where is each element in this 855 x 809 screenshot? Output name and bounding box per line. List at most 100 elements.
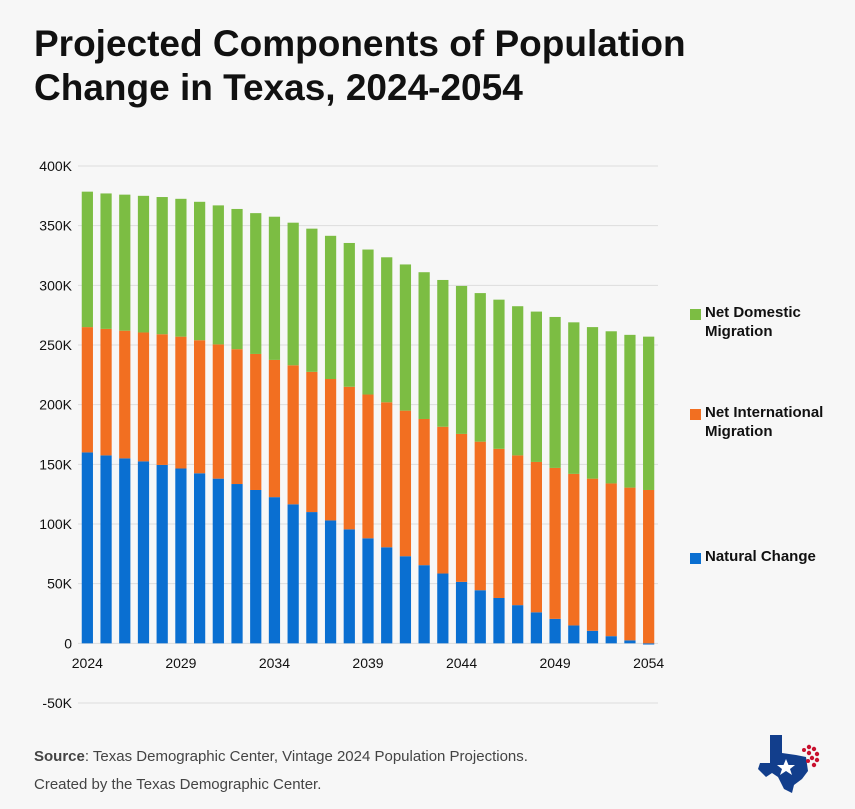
bar-net-international-migration: [643, 489, 655, 644]
bar-net-international-migration: [549, 467, 561, 619]
bar-net-international-migration: [306, 371, 318, 513]
y-tick-label: 250K: [39, 337, 72, 353]
source-note: Source: Texas Demographic Center, Vintag…: [34, 748, 528, 765]
bar-net-international-migration: [530, 461, 542, 613]
legend-swatch-net-international: [690, 409, 701, 420]
bar-net-domestic-migration: [287, 222, 299, 366]
bar-net-domestic-migration: [362, 249, 374, 395]
bar-net-international-migration: [399, 410, 412, 557]
bar-net-domestic-migration: [250, 213, 262, 354]
bar-net-international-migration: [324, 379, 337, 521]
y-tick-label: 100K: [39, 516, 72, 532]
bar-net-domestic-migration: [268, 216, 281, 360]
bar-natural-change: [605, 636, 617, 644]
bar-natural-change: [137, 461, 150, 644]
bar-natural-change: [362, 538, 374, 644]
bar-natural-change: [81, 452, 93, 644]
bar-net-international-migration: [474, 441, 486, 591]
y-tick-label: 200K: [39, 397, 72, 413]
bar-net-domestic-migration: [437, 279, 449, 427]
bar-net-international-migration: [418, 418, 430, 566]
bar-net-domestic-migration: [399, 264, 412, 411]
bar-natural-change: [156, 464, 168, 644]
bar-natural-change: [399, 556, 412, 644]
x-tick-label: 2039: [352, 655, 383, 671]
bar-net-domestic-migration: [455, 285, 468, 434]
texas-demographic-center-logo: [758, 735, 820, 793]
x-tick-label: 2049: [540, 655, 571, 671]
bar-net-international-migration: [231, 349, 243, 485]
bar-net-international-migration: [343, 386, 355, 530]
bar-net-domestic-migration: [605, 331, 617, 484]
bar-net-domestic-migration: [137, 195, 150, 333]
bar-natural-change: [530, 612, 542, 644]
x-tick-label: 2044: [446, 655, 477, 671]
y-tick-label: -50K: [42, 695, 72, 711]
bar-net-domestic-migration: [549, 316, 561, 468]
bar-net-domestic-migration: [194, 201, 206, 341]
bar-net-international-migration: [455, 433, 468, 582]
bar-net-international-migration: [119, 330, 131, 459]
bar-net-domestic-migration: [418, 272, 430, 419]
bar-natural-change: [437, 573, 449, 644]
bar-net-domestic-migration: [643, 336, 655, 490]
bar-net-domestic-migration: [324, 235, 337, 380]
bar-net-international-migration: [624, 487, 636, 641]
legend-label-net-international: Net International Migration: [705, 404, 824, 440]
y-tick-label: 50K: [47, 576, 73, 592]
y-tick-label: 400K: [39, 158, 72, 174]
bar-net-international-migration: [362, 394, 374, 539]
bar-net-domestic-migration: [568, 322, 580, 474]
legend-item-natural-change: Natural Change: [690, 547, 816, 566]
bar-net-international-migration: [437, 426, 449, 574]
bar-natural-change: [586, 630, 599, 644]
bar-natural-change: [268, 497, 281, 644]
bar-natural-change: [455, 581, 468, 644]
bar-natural-change: [624, 640, 636, 644]
bar-net-domestic-migration: [119, 194, 131, 331]
bar-net-international-migration: [287, 365, 299, 505]
x-tick-label: 2054: [633, 655, 664, 671]
source-label: Source: [34, 748, 85, 765]
bar-net-international-migration: [100, 328, 112, 456]
y-tick-label: 0: [64, 635, 72, 651]
bar-natural-change: [381, 547, 393, 644]
bar-net-domestic-migration: [306, 228, 318, 372]
bar-net-international-migration: [156, 334, 168, 465]
bar-net-domestic-migration: [175, 198, 187, 337]
bar-net-domestic-migration: [512, 306, 524, 456]
bar-natural-change: [194, 473, 206, 644]
bar-natural-change: [119, 458, 131, 644]
y-tick-label: 350K: [39, 218, 72, 234]
bar-net-international-migration: [194, 340, 206, 474]
chart-title: Projected Components of Population Chang…: [34, 23, 686, 108]
bar-natural-change: [175, 468, 187, 644]
legend-swatch-natural-change: [690, 553, 701, 564]
bar-net-domestic-migration: [156, 197, 168, 335]
bar-net-domestic-migration: [381, 257, 393, 403]
bar-natural-change: [287, 504, 299, 644]
legend-item-net-domestic: Net Domestic Migration: [690, 303, 855, 341]
bar-natural-change: [306, 512, 318, 644]
x-tick-label: 2034: [259, 655, 290, 671]
bar-net-domestic-migration: [493, 299, 505, 449]
legend-item-net-international: Net International Migration: [690, 403, 855, 441]
bar-net-domestic-migration: [474, 293, 486, 442]
bar-net-domestic-migration: [81, 191, 93, 328]
bar-net-domestic-migration: [586, 327, 599, 479]
bar-natural-change: [212, 478, 224, 644]
bar-net-domestic-migration: [100, 193, 112, 329]
y-tick-label: 150K: [39, 456, 72, 472]
bar-net-international-migration: [81, 327, 93, 453]
bar-net-international-migration: [605, 483, 617, 637]
legend-label-net-domestic: Net Domestic Migration: [705, 304, 801, 340]
bar-net-international-migration: [250, 353, 262, 490]
bar-net-international-migration: [212, 344, 224, 479]
x-tick-label: 2029: [165, 655, 196, 671]
bar-net-domestic-migration: [530, 311, 542, 462]
bar-natural-change: [568, 625, 580, 644]
bar-natural-change: [493, 597, 505, 644]
bar-net-domestic-migration: [231, 208, 243, 350]
bar-net-domestic-migration: [212, 205, 224, 345]
